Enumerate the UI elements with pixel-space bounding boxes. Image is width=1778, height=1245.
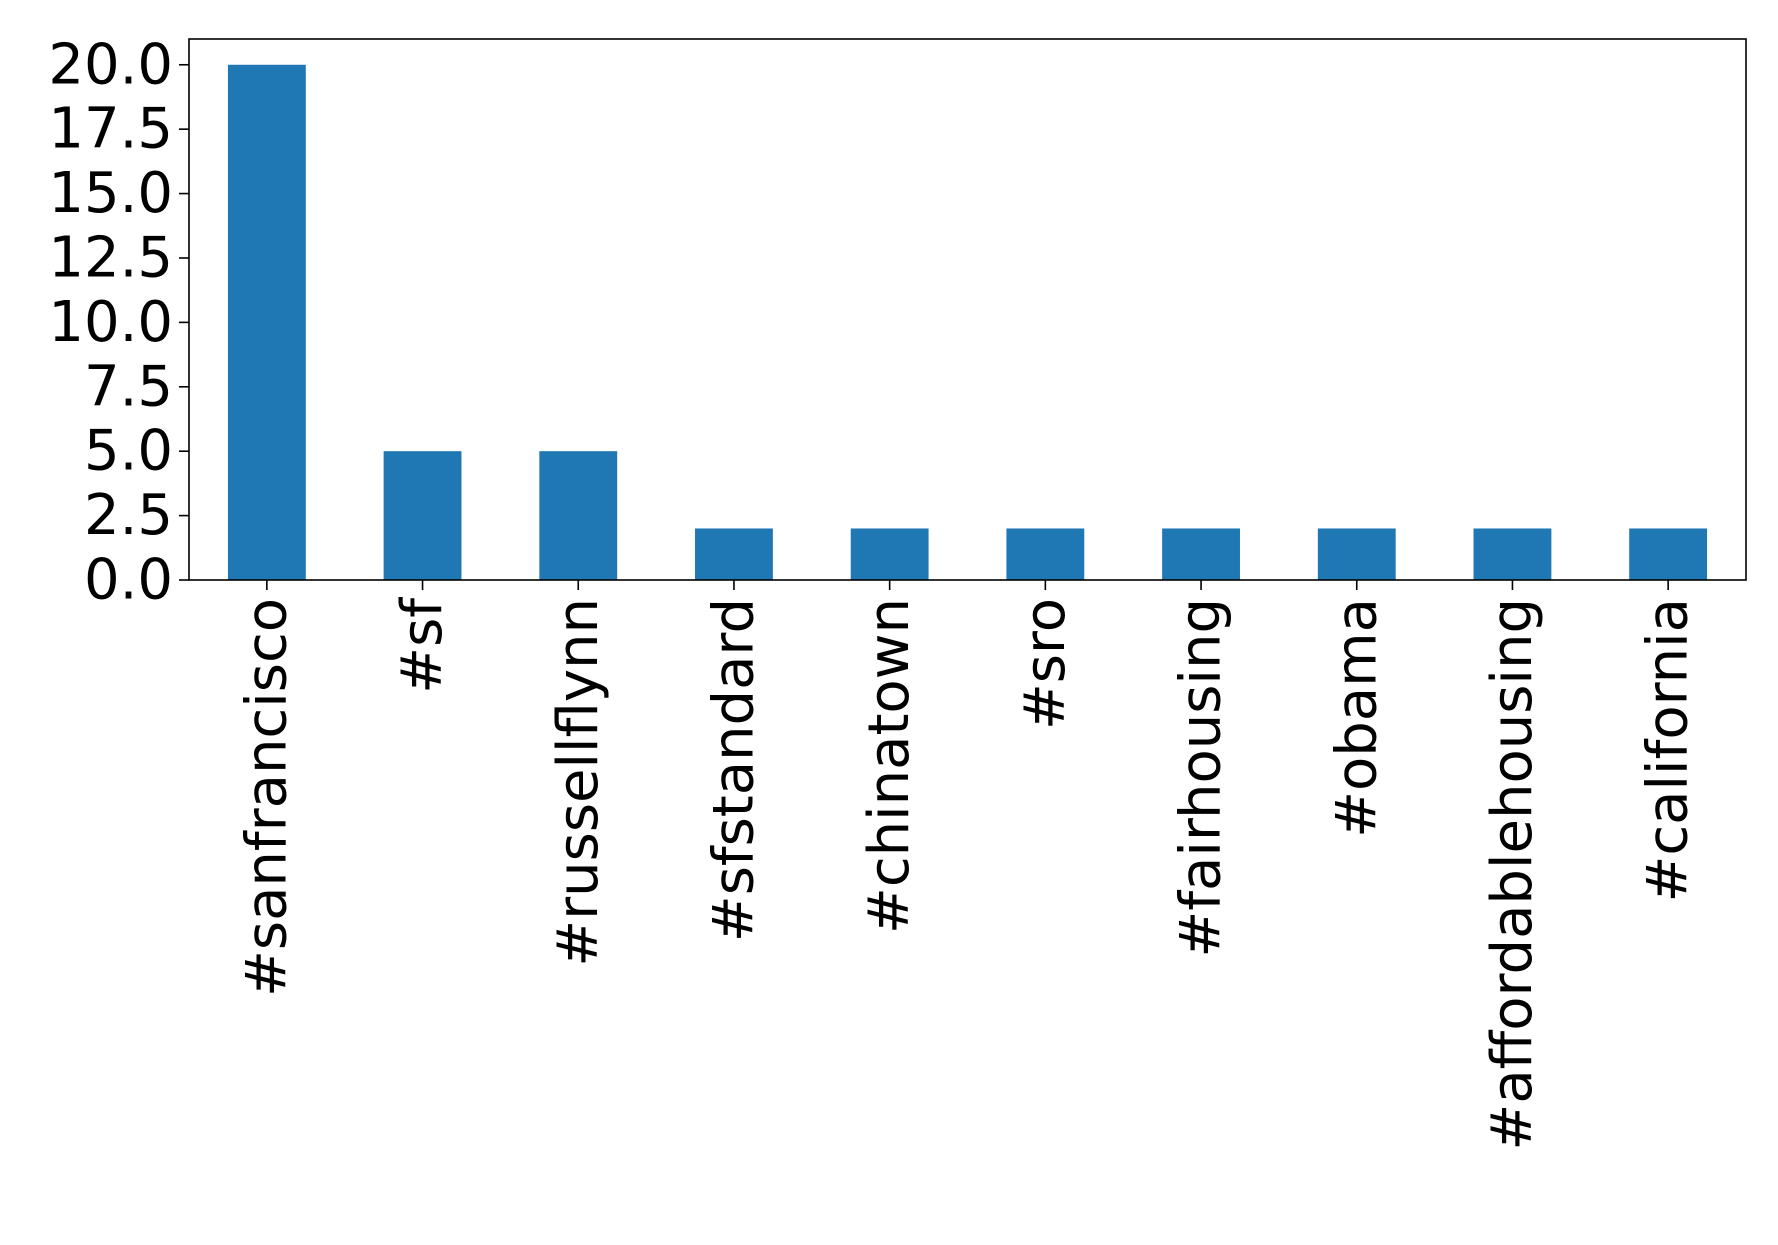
bar-obama — [1317, 528, 1396, 580]
x-tick-label: #russellflynn — [546, 598, 611, 967]
x-tick-label: #sfstandard — [701, 598, 766, 942]
x-tick-label: #chinatown — [857, 598, 922, 934]
x-axis-ticks: #sanfrancisco #sf #russellflynn #sfstandard… — [234, 580, 1701, 1151]
bar-fairhousing — [1162, 528, 1240, 580]
y-tick-label: 5.0 — [84, 419, 173, 484]
plot-frame — [188, 38, 1747, 581]
x-tick-label: #california — [1636, 598, 1701, 903]
y-tick-label: 15.0 — [48, 161, 173, 226]
bar-california — [1629, 528, 1708, 580]
bar-sro — [1006, 528, 1085, 580]
y-tick-label: 12.5 — [48, 225, 173, 290]
bar-affordablehousing — [1473, 528, 1552, 580]
y-tick-label: 0.0 — [84, 548, 173, 613]
y-tick-label: 10.0 — [48, 290, 173, 355]
bar-sf — [383, 451, 462, 580]
bar-sanfrancisco — [227, 64, 306, 580]
y-axis-ticks: 0.02.55.07.510.012.515.017.520.0 — [48, 32, 189, 613]
y-tick-label: 17.5 — [48, 97, 173, 162]
y-tick-label: 7.5 — [84, 354, 173, 419]
x-tick-label: #affordablehousing — [1480, 598, 1545, 1151]
x-tick-label: #sf — [390, 597, 455, 694]
x-tick-label: #fairhousing — [1169, 598, 1234, 958]
y-tick-label: 20.0 — [48, 32, 173, 97]
x-tick-label: #sanfrancisco — [234, 598, 299, 997]
y-tick-label: 2.5 — [84, 483, 173, 548]
bar-russellflynn — [539, 451, 618, 580]
bars-group — [227, 64, 1708, 580]
bar-sfstandard — [695, 528, 773, 580]
x-tick-label: #sro — [1013, 598, 1078, 730]
x-tick-label: #obama — [1324, 598, 1389, 838]
bar-chinatown — [850, 528, 929, 580]
